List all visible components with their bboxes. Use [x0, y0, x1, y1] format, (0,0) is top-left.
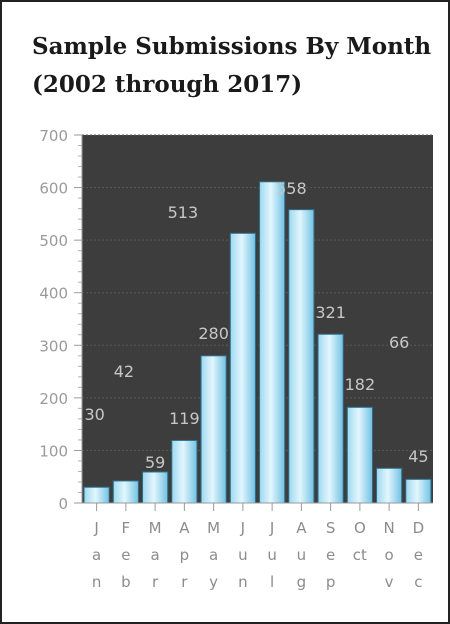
x-tick-label: N [384, 519, 395, 537]
x-tick-label: A [296, 519, 307, 537]
x-tick-label: g [297, 573, 307, 591]
x-tick-label: v [385, 573, 394, 591]
x-tick-label: y [209, 573, 218, 591]
y-tick-label: 200 [39, 390, 68, 408]
x-tick-label: c [414, 573, 422, 591]
bar-dec [405, 478, 432, 504]
data-label: 66 [389, 333, 409, 352]
y-tick-label: 0 [58, 495, 68, 513]
bar-apr [171, 439, 198, 504]
x-tick-label: e [414, 546, 423, 564]
x-tick-label: ct [353, 546, 367, 564]
bar-feb [112, 480, 139, 504]
x-tick-label: e [121, 546, 130, 564]
bar-mar [142, 471, 169, 504]
x-tick-label: J [269, 519, 274, 537]
chart-subtitle-line: (2002 through 2017) [32, 71, 303, 98]
x-tick-label: a [209, 546, 218, 564]
chart-title: Sample Submissions By Month (2002 throug… [32, 28, 431, 104]
data-label: 321 [315, 303, 346, 322]
x-tick-label: M [149, 519, 162, 537]
x-tick-label: l [270, 573, 274, 591]
bar-jul [259, 181, 286, 504]
y-tick-label: 100 [39, 442, 68, 460]
bar-nov [376, 467, 403, 504]
x-tick-label: r [152, 573, 159, 591]
x-tick-label: a [151, 546, 160, 564]
y-axis: 0 100 200 300 400 500 600 700 [39, 127, 83, 513]
x-tick-label: r [181, 573, 188, 591]
x-tick-label: u [238, 546, 248, 564]
x-tick-label: M [207, 519, 220, 537]
x-tick-label: p [180, 546, 190, 564]
data-label: 59 [145, 453, 165, 472]
x-tick-label: S [326, 519, 336, 537]
x-tick-label: o [385, 546, 394, 564]
plot-area [82, 135, 433, 503]
data-label: 182 [345, 375, 376, 394]
bar-oct [346, 406, 373, 504]
x-tick-label: e [326, 546, 335, 564]
y-tick-label: 500 [39, 232, 68, 250]
x-tick-label: u [297, 546, 307, 564]
x-tick-label: b [121, 573, 131, 591]
data-label: 45 [408, 447, 428, 466]
bar-chart: 0 100 200 300 400 500 600 700 30 42 59 119 280 513 55… [39, 127, 433, 591]
x-tick-label: D [413, 519, 425, 537]
bar-may [200, 355, 227, 504]
x-tick-label: u [267, 546, 277, 564]
data-label: 30 [84, 405, 104, 424]
x-tick-label: J [93, 519, 98, 537]
data-labels: 30 42 59 119 280 513 558 321 182 66 45 [84, 179, 428, 472]
bar-aug [288, 209, 315, 504]
bar-jan [83, 486, 110, 504]
x-tick-label: A [179, 519, 190, 537]
x-tick-label: n [92, 573, 102, 591]
data-label: 558 [276, 179, 307, 198]
grid-lines [82, 134, 433, 451]
x-tick-label: n [238, 573, 248, 591]
x-tick-label: F [122, 519, 131, 537]
bars [83, 181, 432, 504]
x-tick-label: a [92, 546, 101, 564]
y-tick-label: 600 [39, 180, 68, 198]
y-tick-label: 300 [39, 337, 68, 355]
y-tick-label: 400 [39, 285, 68, 303]
x-tick-label: O [354, 519, 366, 537]
x-tick-label: J [240, 519, 245, 537]
data-label: 42 [114, 362, 134, 381]
bar-jun [229, 232, 256, 504]
bar-sep [317, 333, 344, 504]
chart-title-line: Sample Submissions By Month [32, 33, 432, 60]
x-tick-label: p [326, 573, 336, 591]
y-tick-label: 700 [39, 127, 68, 145]
data-label: 280 [198, 324, 229, 343]
data-label: 119 [169, 409, 200, 428]
data-label: 513 [168, 203, 199, 222]
